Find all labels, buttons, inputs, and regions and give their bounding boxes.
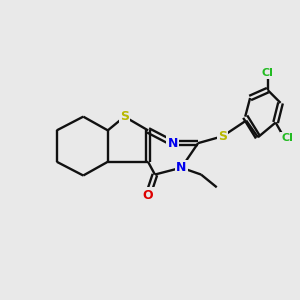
Text: O: O	[143, 189, 153, 202]
Text: N: N	[167, 136, 178, 150]
Text: Cl: Cl	[281, 133, 293, 143]
Text: N: N	[176, 161, 187, 174]
Text: S: S	[120, 110, 129, 123]
Text: Cl: Cl	[262, 68, 274, 78]
Text: S: S	[218, 130, 227, 143]
